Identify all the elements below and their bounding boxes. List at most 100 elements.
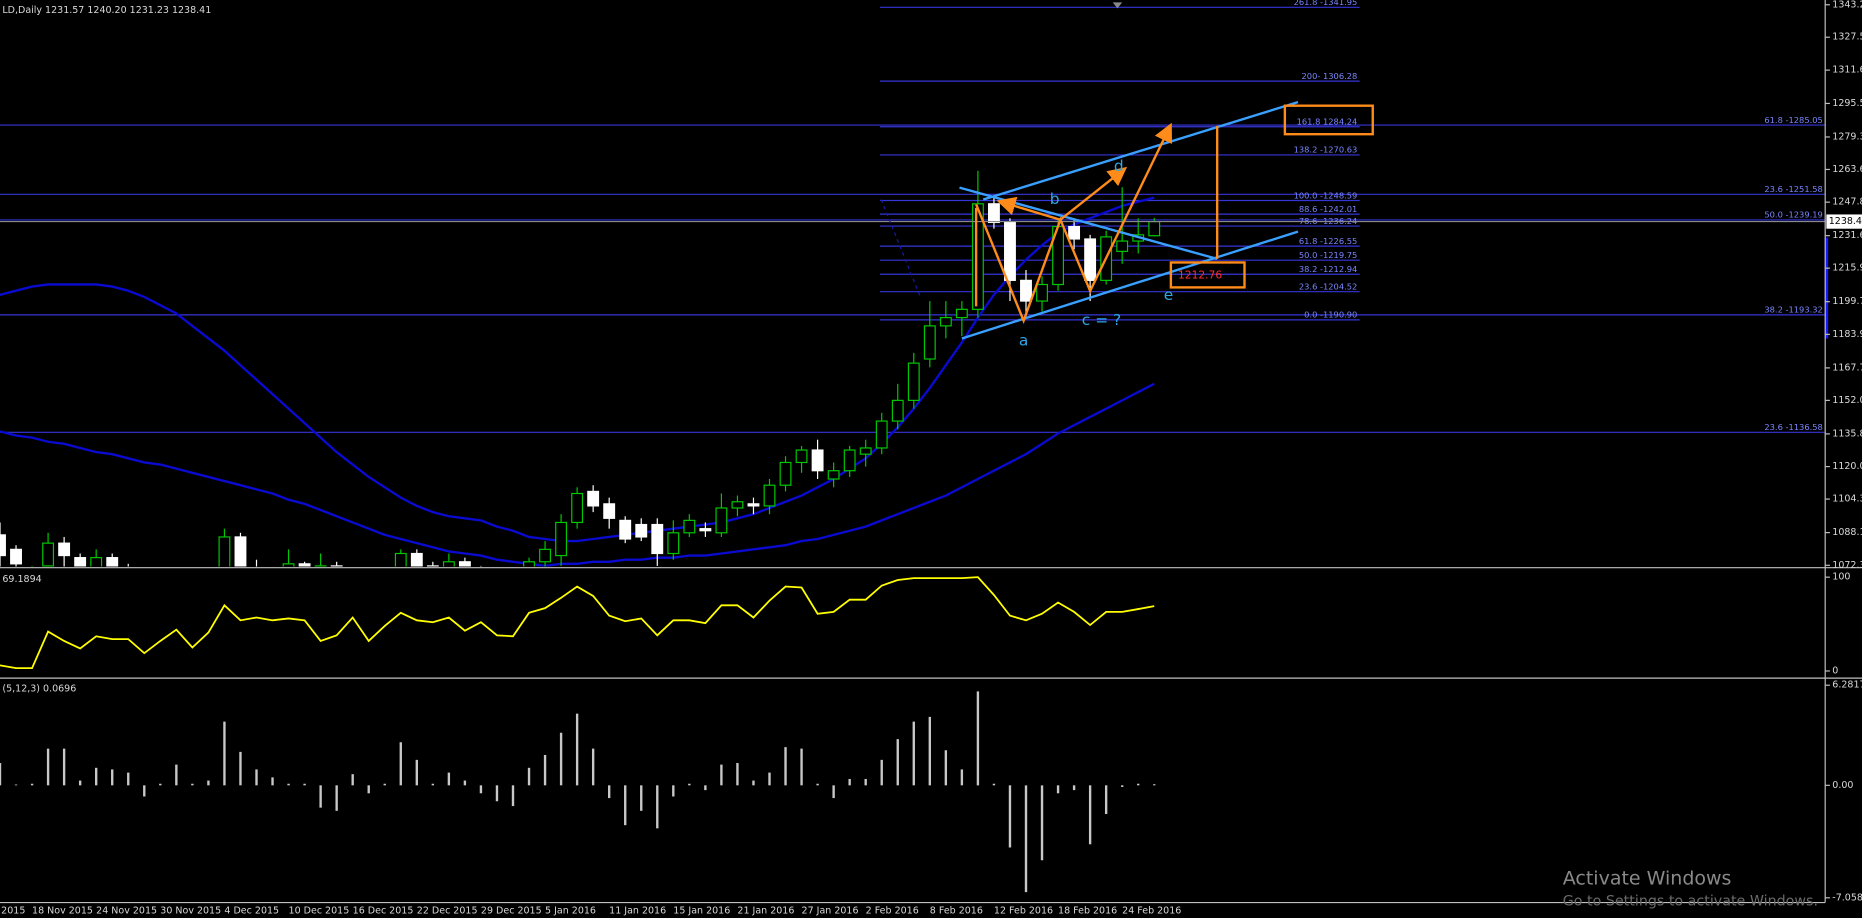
fib-label: 50.0 -1219.75 [1299, 250, 1357, 260]
trend-line [982, 100, 1299, 201]
fib-label: 200- 1306.28 [1302, 71, 1358, 81]
x-tick-label: 21 Jan 2016 [737, 905, 794, 916]
candle-body [891, 399, 904, 422]
candle-body [795, 449, 808, 464]
fib-label: 23.6 -1204.52 [1299, 281, 1357, 291]
x-tick-label: 10 Dec 2015 [289, 905, 350, 916]
candle-body [234, 536, 247, 567]
candle-body [330, 565, 343, 567]
candle-body [923, 325, 936, 360]
current-price-label: 1238.4 [1829, 216, 1862, 227]
candle-body [1004, 221, 1016, 281]
level-box [1169, 261, 1246, 289]
candle-body [298, 563, 311, 567]
y-tick-label: 1311.6 [1832, 65, 1862, 76]
candle-body [218, 536, 231, 567]
y-tick-label: 0.00 [1832, 780, 1853, 791]
fib-label: 23.6 -1136.58 [1764, 422, 1822, 432]
y-tick-label: 1199.7 [1832, 296, 1862, 307]
y-tick-label: 6.2817 [1832, 680, 1862, 691]
x-tick-label: 18 Nov 2015 [32, 905, 93, 916]
panel-title: (5,12,3) 0.0696 [2, 683, 76, 694]
wave-label: d [1114, 157, 1124, 175]
candle-body [442, 561, 455, 567]
candle-body [747, 503, 760, 507]
candle-body [1036, 283, 1048, 302]
candle-body [988, 203, 1000, 224]
trend-line [961, 230, 1299, 340]
y-tick-label: 1327.5 [1832, 32, 1862, 43]
candle-body [458, 561, 471, 567]
box-label: 1212.76 [1178, 269, 1222, 282]
x-tick-label: 4 Dec 2015 [224, 905, 279, 916]
candle-body [539, 548, 551, 563]
x-tick-label: 27 Jan 2016 [802, 905, 859, 916]
candle-body [635, 523, 648, 538]
y-tick-label: 1295.5 [1832, 98, 1862, 109]
x-tick-label: 24 Nov 2015 [96, 905, 157, 916]
candle-body [619, 519, 632, 540]
candle-body [971, 203, 984, 310]
candle-body [58, 542, 71, 557]
candle-body [955, 308, 968, 319]
x-tick-label: 24 Feb 2016 [1122, 905, 1181, 916]
fib-label: 88.6 -1242.01 [1299, 204, 1357, 214]
candle-body [859, 447, 872, 455]
candle-body [763, 484, 776, 507]
candle-body [1116, 240, 1129, 252]
candle-body [907, 362, 920, 401]
x-tick-label: 22 Dec 2015 [417, 905, 478, 916]
y-tick-label: 1104.3 [1832, 494, 1862, 505]
fib-label: 261.8 -1341.95 [1294, 0, 1358, 7]
candle-body [555, 521, 568, 557]
panel-title: 69.1894 [2, 574, 41, 585]
candle-body [731, 501, 744, 509]
candle-body [106, 557, 119, 567]
y-tick-label: 100 [1832, 572, 1850, 583]
candle-body [779, 461, 792, 486]
candle-body [683, 519, 696, 534]
candle-body [1084, 238, 1097, 281]
y-tick-label: -7.0584 [1832, 892, 1862, 903]
candle-body [282, 563, 295, 567]
wave-label: c = ? [1082, 311, 1121, 329]
candle-body [571, 492, 584, 524]
y-tick-label: 1135.8 [1832, 428, 1862, 439]
candle-body [10, 548, 22, 565]
candle-body [667, 532, 680, 555]
fib-label: 161.8 1284.24 [1297, 116, 1358, 126]
histogram-panel [0, 691, 1156, 893]
fib-label: 38.2 -1212.94 [1299, 264, 1357, 274]
x-tick-label: 15 Jan 2016 [673, 905, 730, 916]
watermark: Activate Windows Go to Settings to activ… [1563, 867, 1818, 909]
candle-body [74, 557, 87, 567]
orange-arrow [996, 196, 1061, 221]
y-tick-label: 1088.1 [1832, 527, 1862, 538]
drawings: 1212.76 a b c = ? d e [880, 2, 1829, 349]
candle-body [410, 552, 423, 567]
x-tick-label: 30 Nov 2015 [160, 905, 221, 916]
wave-label: a [1019, 331, 1028, 349]
y-tick-label: 1183.9 [1832, 329, 1862, 340]
x-tick-label: 16 Dec 2015 [353, 905, 414, 916]
candle-body [699, 528, 712, 532]
candle-body [811, 449, 824, 472]
chart-title: LD,Daily 1231.57 1240.20 1231.23 1238.41 [2, 5, 211, 16]
x-tick-label: 12 Feb 2016 [994, 905, 1053, 916]
x-tick-label: 29 Dec 2015 [481, 905, 542, 916]
watermark-title: Activate Windows [1563, 867, 1732, 889]
wave-label: e [1164, 286, 1173, 304]
candle-body [875, 420, 888, 449]
current-price-box [1826, 214, 1862, 229]
x-tick-label: 18 Feb 2016 [1058, 905, 1117, 916]
candle-body [0, 534, 6, 557]
target-box [1283, 104, 1374, 136]
candle-body [603, 503, 616, 519]
fib-label: 100.0 -1248.59 [1294, 190, 1358, 200]
y-tick-label: 1152.0 [1832, 395, 1862, 406]
candle-body [426, 565, 439, 567]
shift-marker [1112, 2, 1123, 9]
candle-body [715, 507, 728, 534]
y-tick-label: 1263.6 [1832, 164, 1862, 175]
